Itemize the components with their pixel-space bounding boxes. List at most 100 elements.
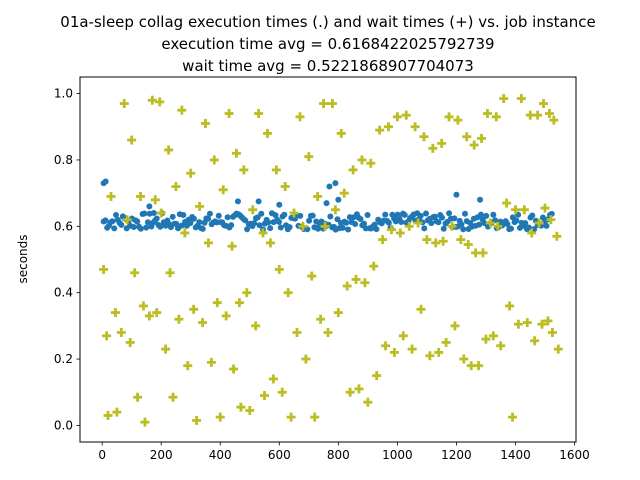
wait-time-point bbox=[481, 334, 491, 344]
wait-time-point bbox=[271, 165, 281, 175]
execution-time-point bbox=[323, 200, 330, 207]
wait-time-point bbox=[127, 135, 137, 145]
execution-time-point bbox=[343, 219, 350, 226]
y-axis: 0.0 0.2 0.4 0.6 0.8 1.0 bbox=[54, 87, 80, 432]
wait-time-point bbox=[242, 288, 252, 298]
execution-time-point bbox=[180, 211, 187, 218]
execution-time-point bbox=[187, 219, 194, 226]
wait-time-point bbox=[310, 412, 320, 422]
wait-time-point bbox=[265, 238, 275, 248]
execution-time-point bbox=[178, 222, 185, 229]
wait-time-point bbox=[133, 392, 143, 402]
wait-time-point bbox=[152, 308, 162, 318]
execution-time-point bbox=[327, 213, 334, 220]
execution-time-point bbox=[431, 213, 438, 220]
execution-time-point bbox=[258, 210, 265, 217]
execution-time-point bbox=[234, 198, 241, 205]
wait-time-point bbox=[292, 328, 302, 337]
wait-time-point bbox=[323, 328, 333, 337]
execution-time-point bbox=[490, 211, 497, 218]
execution-time-point bbox=[265, 219, 272, 226]
wait-time-point bbox=[493, 221, 503, 231]
execution-time-point bbox=[309, 212, 316, 219]
wait-time-point bbox=[125, 337, 135, 347]
execution-time-point bbox=[440, 225, 447, 232]
execution-time-point bbox=[150, 210, 157, 217]
execution-time-point bbox=[111, 225, 118, 232]
wait-time-point bbox=[389, 347, 399, 357]
wait-time-point bbox=[410, 122, 420, 132]
wait-time-point bbox=[183, 361, 193, 371]
wait-time-point bbox=[283, 288, 293, 298]
wait-time-point bbox=[200, 118, 210, 128]
wait-time-point bbox=[453, 115, 463, 125]
wait-time-point bbox=[189, 304, 199, 314]
execution-time-point bbox=[113, 212, 120, 219]
wait-time-point bbox=[286, 412, 296, 422]
wait-time-point bbox=[351, 274, 361, 284]
wait-time-point bbox=[530, 336, 540, 346]
wait-time-point bbox=[119, 99, 129, 109]
wait-time-point bbox=[156, 208, 166, 218]
wait-time-point bbox=[198, 318, 208, 328]
wait-time-point bbox=[231, 148, 241, 158]
wait-time-point bbox=[215, 412, 225, 422]
wait-time-point bbox=[508, 412, 518, 422]
wait-time-point bbox=[106, 191, 116, 201]
wait-times-series bbox=[99, 94, 563, 427]
wait-time-point bbox=[195, 201, 205, 211]
wait-time-point bbox=[546, 215, 556, 225]
wait-time-point bbox=[164, 145, 174, 155]
execution-time-point bbox=[306, 217, 313, 224]
chart-title-line-2: execution time avg = 0.6168422025792739 bbox=[161, 35, 494, 53]
execution-time-point bbox=[134, 218, 141, 225]
execution-time-point bbox=[242, 217, 249, 224]
wait-time-point bbox=[274, 264, 284, 274]
execution-time-point bbox=[118, 221, 125, 228]
wait-time-point bbox=[357, 155, 367, 165]
execution-time-point bbox=[153, 215, 160, 222]
wait-time-point bbox=[516, 94, 526, 104]
wait-time-point bbox=[268, 374, 278, 384]
wait-time-point bbox=[171, 182, 181, 191]
execution-time-point bbox=[251, 220, 258, 227]
execution-time-point bbox=[143, 224, 150, 231]
execution-time-point bbox=[508, 225, 515, 232]
wait-time-point bbox=[203, 238, 213, 248]
wait-time-point bbox=[459, 354, 469, 364]
execution-time-point bbox=[102, 178, 109, 185]
wait-time-point bbox=[425, 351, 435, 361]
execution-time-point bbox=[199, 225, 206, 232]
wait-time-point bbox=[333, 308, 343, 318]
wait-time-point bbox=[348, 165, 358, 175]
wait-time-point bbox=[99, 264, 109, 274]
execution-time-point bbox=[458, 221, 465, 228]
execution-time-point bbox=[339, 224, 346, 231]
y-axis-label: seconds bbox=[16, 234, 30, 283]
y-tick-label: 0.0 bbox=[54, 418, 73, 432]
wait-time-point bbox=[422, 235, 432, 245]
wait-time-point bbox=[363, 397, 373, 407]
wait-time-point bbox=[416, 304, 426, 314]
execution-time-point bbox=[256, 222, 263, 229]
wait-time-point bbox=[392, 112, 402, 122]
execution-time-point bbox=[385, 219, 392, 226]
wait-time-point bbox=[474, 361, 484, 371]
wait-time-point bbox=[307, 271, 317, 281]
wait-time-point bbox=[245, 405, 255, 415]
execution-time-point bbox=[286, 224, 293, 231]
wait-time-point bbox=[122, 215, 132, 225]
wait-time-point bbox=[330, 205, 340, 215]
execution-time-point bbox=[275, 218, 282, 225]
execution-time-point bbox=[137, 225, 144, 232]
execution-time-point bbox=[382, 211, 389, 218]
execution-time-point bbox=[461, 210, 468, 217]
wait-time-point bbox=[544, 109, 554, 118]
execution-time-point bbox=[345, 226, 352, 233]
wait-time-point bbox=[227, 241, 237, 251]
wait-time-point bbox=[165, 268, 175, 278]
wait-time-point bbox=[336, 128, 346, 138]
wait-time-point bbox=[339, 188, 349, 198]
wait-time-point bbox=[168, 392, 178, 402]
execution-time-point bbox=[281, 211, 288, 218]
